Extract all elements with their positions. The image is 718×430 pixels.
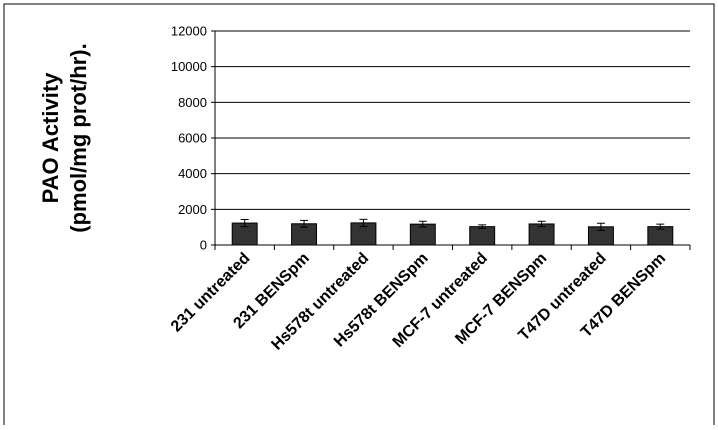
y-tick-label: 10000 — [171, 59, 207, 74]
error-bars — [240, 218, 665, 231]
y-tick-labels: 0 2000 4000 6000 8000 10000 12000 — [171, 24, 215, 253]
y-axis-title-line1: PAO Activity — [38, 72, 63, 204]
y-axis-title-line2: (pmol/mg prot/hr). — [66, 43, 91, 232]
gridlines — [215, 30, 690, 210]
y-tick-label: 0 — [200, 238, 207, 253]
y-tick-label: 8000 — [178, 95, 207, 110]
y-tick-label: 12000 — [171, 24, 207, 39]
y-tick-label: 2000 — [178, 202, 207, 217]
bar — [469, 226, 496, 246]
chart-frame — [3, 3, 715, 430]
y-tick-label: 6000 — [178, 131, 207, 146]
y-tick-label: 4000 — [178, 166, 207, 181]
